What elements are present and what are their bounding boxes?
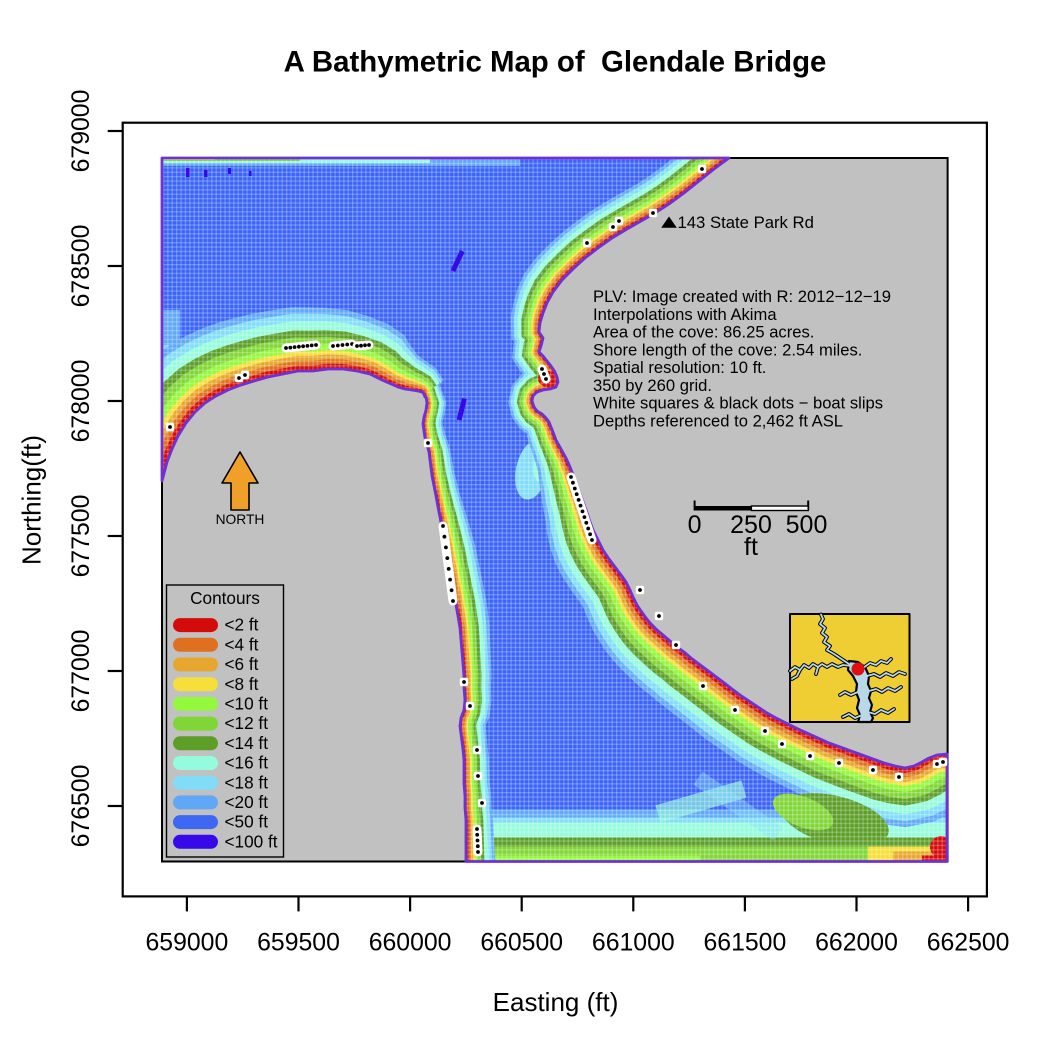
svg-text:Depths referenced to 2,462 ft: Depths referenced to 2,462 ft ASL xyxy=(593,411,843,430)
svg-text:<8 ft: <8 ft xyxy=(225,674,259,694)
svg-text:662000: 662000 xyxy=(815,930,898,957)
svg-text:662500: 662500 xyxy=(927,930,1010,957)
svg-text:ft: ft xyxy=(744,533,758,561)
svg-text:NORTH: NORTH xyxy=(216,512,265,527)
svg-text:661000: 661000 xyxy=(592,930,675,957)
svg-text:<14 ft: <14 ft xyxy=(225,733,269,753)
svg-text:Contours: Contours xyxy=(190,588,260,608)
svg-text:<4 ft: <4 ft xyxy=(225,634,259,654)
svg-text:678000: 678000 xyxy=(68,360,95,443)
svg-text:659500: 659500 xyxy=(257,930,340,957)
svg-text:<6 ft: <6 ft xyxy=(225,654,259,674)
svg-text:676500: 676500 xyxy=(68,765,95,848)
svg-text:A Bathymetric Map of Glendale: A Bathymetric Map of Glendale Bridge xyxy=(284,46,827,79)
svg-text:677500: 677500 xyxy=(68,495,95,578)
svg-text:660000: 660000 xyxy=(369,930,452,957)
svg-text:<18 ft: <18 ft xyxy=(225,772,269,792)
svg-text:Interpolations with Akima: Interpolations with Akima xyxy=(593,305,777,324)
svg-text:<16 ft: <16 ft xyxy=(225,753,269,773)
svg-text:661500: 661500 xyxy=(704,930,787,957)
svg-text:White squares & black dots − b: White squares & black dots − boat slips xyxy=(593,394,883,413)
svg-text:678500: 678500 xyxy=(68,225,95,308)
svg-text:Easting (ft): Easting (ft) xyxy=(493,987,619,1017)
svg-text:Northing(ft): Northing(ft) xyxy=(17,435,47,565)
svg-text:500: 500 xyxy=(786,511,828,539)
svg-text:659000: 659000 xyxy=(146,930,229,957)
svg-text:Area of the cove: 86.25 acres.: Area of the cove: 86.25 acres. xyxy=(593,323,814,342)
svg-text:350 by 260 grid.: 350 by 260 grid. xyxy=(593,376,712,395)
svg-text:Spatial resolution: 10 ft.: Spatial resolution: 10 ft. xyxy=(593,358,766,377)
svg-text:<10 ft: <10 ft xyxy=(225,694,269,714)
svg-text:<12 ft: <12 ft xyxy=(225,713,269,733)
svg-text:250: 250 xyxy=(730,511,772,539)
svg-text:660500: 660500 xyxy=(480,930,563,957)
svg-text:0: 0 xyxy=(688,511,702,539)
svg-text:<100 ft: <100 ft xyxy=(225,831,278,851)
svg-text:<2 ft: <2 ft xyxy=(225,615,259,635)
svg-text:<50 ft: <50 ft xyxy=(225,812,269,832)
svg-text:PLV: Image created with R: 201: PLV: Image created with R: 2012−12−19 xyxy=(593,287,891,306)
svg-text:Shore length of the cove: 2.54: Shore length of the cove: 2.54 miles. xyxy=(593,340,862,359)
svg-text:<20 ft: <20 ft xyxy=(225,792,269,812)
svg-text:677000: 677000 xyxy=(68,630,95,713)
svg-text:679000: 679000 xyxy=(68,90,95,173)
svg-text:143 State Park Rd: 143 State Park Rd xyxy=(678,213,814,232)
